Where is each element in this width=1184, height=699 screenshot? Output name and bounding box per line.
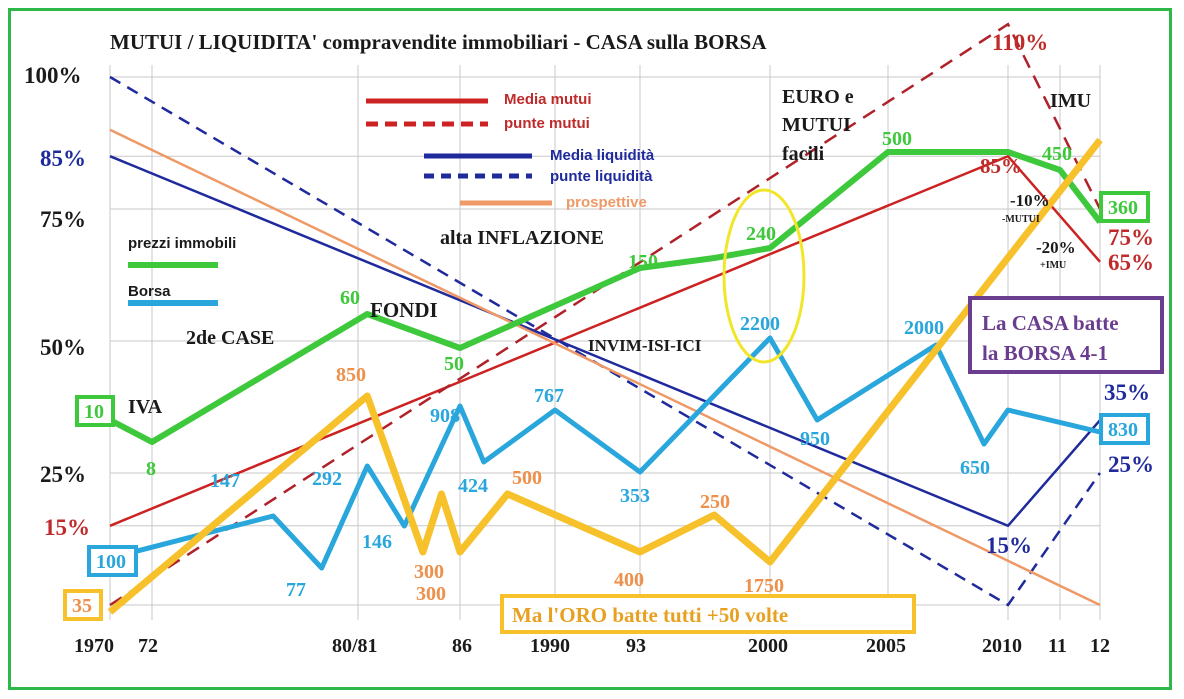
x-tick-1990: 1990 (530, 635, 570, 657)
legend-punte-liquidita: punte liquidità (550, 168, 653, 185)
data-label: 1750 (744, 575, 784, 597)
data-label-box (75, 395, 115, 427)
guide-prospettive (109, 128, 1101, 607)
data-label: 2000 (904, 317, 944, 339)
data-label: 50 (444, 353, 464, 375)
data-label: 450 (1042, 143, 1072, 165)
annotation-euro-3: facili (782, 143, 825, 165)
data-label: 292 (312, 468, 342, 490)
data-label: 360 (1108, 197, 1138, 219)
y-tick-25: 25% (40, 462, 86, 487)
x-tick-2000: 2000 (748, 635, 788, 657)
x-tick-72: 72 (138, 635, 158, 657)
data-label: 100 (96, 551, 126, 573)
legend-media-mutui: Media mutui (504, 91, 592, 108)
callout-oro: Ma l'ORO batte tutti +50 volte (512, 603, 788, 627)
data-label-box (63, 589, 103, 621)
y-tick-100: 100% (24, 63, 82, 88)
data-label-box (1099, 191, 1150, 223)
data-label: 250 (700, 491, 730, 513)
data-label-box (87, 545, 138, 577)
annotation-minus10: -10% (1010, 191, 1050, 210)
annotation-euro-1: EURO e (782, 86, 854, 108)
x-tick-86: 86 (452, 635, 472, 657)
x-tick-1970: 1970 (74, 635, 114, 657)
data-label: 150 (628, 251, 658, 273)
annotation-fondi: FONDI (370, 298, 438, 322)
marker-25: 25% (1108, 452, 1154, 477)
x-tick-2005: 2005 (866, 635, 906, 657)
legend-prospettive: prospettive (566, 194, 647, 211)
y-tick-15: 15% (44, 515, 90, 540)
guide-punte-liquidit- (109, 75, 1102, 607)
x-tick-80-81: 80/81 (332, 635, 378, 657)
data-label: 353 (620, 485, 650, 507)
data-label: 8 (146, 458, 156, 480)
data-label: 650 (960, 457, 990, 479)
y-tick-85: 85% (40, 146, 86, 171)
marker-85: 85% (980, 154, 1022, 178)
x-tick-93: 93 (626, 635, 646, 657)
callout-casa-2: la BORSA 4-1 (982, 341, 1108, 365)
data-label: 500 (882, 128, 912, 150)
data-label-box (1099, 413, 1150, 445)
data-label: 60 (340, 287, 360, 309)
annotation-mutui-small: -MUTUI (1002, 214, 1040, 225)
series-line-oro (107, 137, 1103, 615)
data-label: 950 (800, 428, 830, 450)
highlight-2000-ellipse (722, 188, 806, 364)
series-line-borsa (109, 335, 1101, 571)
guide-lines (109, 22, 1102, 607)
data-label: 240 (746, 223, 776, 245)
annotation-inflazione: alta INFLAZIONE (440, 227, 604, 249)
callout-casa-box (968, 296, 1164, 374)
guide-punte-mutui (109, 22, 1102, 607)
data-label: 500 (512, 467, 542, 489)
series-line-prezzi-immobili (108, 149, 1103, 445)
data-label: 850 (336, 364, 366, 386)
guide-media-mutui (109, 154, 1101, 527)
data-label: 35 (72, 595, 92, 617)
data-label: 830 (1108, 419, 1138, 441)
annotation-minus20: -20% (1036, 238, 1076, 257)
data-label: 400 (614, 569, 644, 591)
marker-35: 35% (1104, 380, 1150, 405)
data-label: 77 (286, 579, 306, 601)
callout-oro-box (500, 594, 916, 634)
marker-65: 65% (1108, 250, 1154, 275)
callout-casa-1: La CASA batte (982, 311, 1119, 335)
legend-media-liquidita: Media liquidità (550, 147, 655, 164)
marker-75: 75% (1108, 225, 1154, 250)
data-label: 300 (416, 583, 446, 605)
marker-15: 15% (986, 533, 1032, 558)
data-series (107, 137, 1103, 615)
x-tick-12: 12 (1090, 635, 1110, 657)
marker-110: 110% (992, 30, 1048, 55)
x-tick-11: 11 (1048, 635, 1067, 657)
chart-title: MUTUI / LIQUIDITA' compravendite immobil… (110, 30, 767, 54)
data-label: 767 (534, 385, 564, 407)
legend-punte-mutui: punte mutui (504, 115, 590, 132)
legend-borsa: Borsa (128, 283, 171, 300)
annotation-plus-imu: +IMU (1040, 260, 1066, 271)
data-label: 10 (84, 401, 104, 423)
data-label: 424 (458, 475, 488, 497)
annotation-seconde-case: 2de CASE (186, 327, 274, 349)
data-label: 908 (430, 405, 460, 427)
data-label: 300 (414, 561, 444, 583)
data-label: 146 (362, 531, 392, 553)
annotation-imu: IMU (1050, 90, 1091, 112)
legend-prezzi: prezzi immobili (128, 235, 236, 252)
data-label: 147 (210, 470, 240, 492)
annotation-iva: IVA (128, 396, 163, 418)
y-tick-75: 75% (40, 207, 86, 232)
y-tick-50: 50% (40, 335, 86, 360)
x-tick-2010: 2010 (982, 635, 1022, 657)
data-label: 2200 (740, 313, 780, 335)
annotation-euro-2: MUTUI (782, 114, 851, 136)
guide-media-liquidit- (109, 155, 1101, 528)
annotation-invim: INVIM-ISI-ICI (588, 336, 702, 355)
data-labels: 10 8 60 50 150 240 500 450 360 100 147 77 292 146 908 4… (63, 128, 1150, 621)
